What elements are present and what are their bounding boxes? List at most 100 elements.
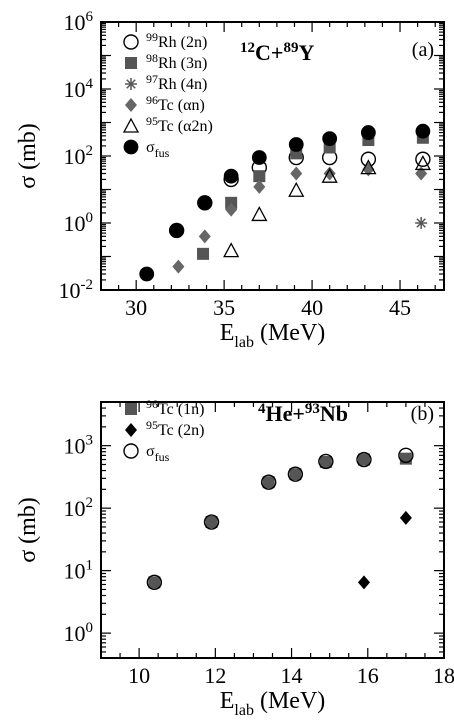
legend-label: 99Rh (2n)	[146, 30, 207, 51]
series-0	[148, 452, 412, 589]
legend-label: 97Rh (4n)	[146, 72, 207, 93]
data-point	[125, 57, 137, 69]
y-axis: 100 101 102 103	[64, 401, 444, 659]
data-point	[123, 34, 139, 50]
x-tick-label: 30	[125, 295, 147, 320]
data-point	[197, 195, 213, 211]
data-point	[251, 206, 268, 222]
series-1	[197, 131, 429, 260]
series-1	[357, 510, 412, 590]
legend: 96Tc (1n)95Tc (2n) σfus	[123, 397, 204, 464]
panel-label: (a)	[412, 39, 434, 61]
data-point	[251, 150, 267, 165]
data-point	[223, 168, 239, 184]
plot-frame	[100, 401, 445, 659]
data-point	[398, 447, 414, 464]
data-point	[169, 223, 185, 238]
legend-label: σfus	[146, 139, 170, 160]
panel-label: (b)	[411, 403, 434, 425]
data-point	[146, 574, 163, 591]
data-point	[260, 474, 277, 490]
y-tick-label: 102	[64, 495, 94, 521]
data-point	[357, 453, 370, 466]
legend-label: 96Tc (1n)	[146, 397, 204, 418]
data-point	[287, 466, 304, 482]
data-point	[288, 137, 304, 152]
data-point	[253, 170, 266, 183]
data-point	[225, 202, 238, 217]
data-point	[197, 247, 210, 260]
data-point	[223, 242, 240, 258]
y-tick-label: 100	[64, 210, 94, 236]
data-point	[360, 159, 377, 175]
data-point	[288, 181, 305, 197]
x-tick-label: 14	[281, 663, 303, 688]
y-tick-label: 106	[64, 9, 94, 35]
y-tick-label: 101	[64, 558, 94, 584]
x-tick-label: 45	[389, 295, 411, 320]
data-point	[414, 155, 431, 171]
y-axis: 10-2 100 102 104 106	[59, 9, 444, 303]
y-tick-label: 103	[64, 433, 94, 459]
legend-label: 98Rh (3n)	[146, 51, 207, 72]
x-axis: 30 35 40 45	[100, 22, 436, 320]
series-4	[223, 155, 431, 258]
data-point	[290, 166, 303, 181]
legend-label: 96Tc (αn)	[146, 93, 205, 114]
data-point	[123, 443, 139, 459]
y-tick-label: 10-2	[59, 277, 94, 303]
data-point	[399, 510, 412, 525]
data-point	[125, 98, 137, 112]
data-point	[125, 403, 137, 415]
x-tick-label: 16	[357, 663, 379, 688]
data-point	[319, 455, 332, 468]
series-2	[146, 447, 414, 591]
series-5	[139, 123, 431, 282]
legend-label: 95Tc (α2n)	[146, 114, 213, 135]
x-tick-label: 18	[433, 663, 454, 688]
legend: 99Rh (2n)98Rh (3n)97Rh (4n)96Tc (αn)95Tc…	[122, 30, 213, 160]
y-tick-label: 104	[64, 76, 94, 102]
series-3	[172, 162, 428, 274]
y-axis-label: σ (mb)	[15, 123, 41, 189]
x-axis-label: Elab (MeV)	[220, 688, 326, 719]
data-point	[262, 476, 275, 489]
y-tick-label: 100	[64, 620, 94, 646]
data-point	[122, 117, 140, 133]
series-0	[168, 149, 431, 239]
data-point	[123, 139, 139, 155]
data-point	[321, 167, 338, 183]
data-point	[203, 514, 220, 530]
x-tick-label: 10	[128, 663, 150, 688]
data-point	[318, 453, 334, 470]
chart-panel-b: 10 12 14 16 18 100 101 102 103 Elab (MeV) σ (mb) 96…	[15, 397, 454, 719]
data-point	[125, 423, 137, 437]
reaction-label: 12C+89Y	[240, 40, 314, 65]
data-point	[125, 78, 137, 90]
data-point	[289, 468, 302, 481]
data-point	[415, 123, 431, 139]
data-point	[322, 131, 338, 147]
asterisk-stroke	[126, 79, 136, 89]
y-tick-label: 102	[64, 143, 94, 169]
y-axis-label: σ (mb)	[15, 497, 41, 563]
data-point	[415, 217, 428, 229]
data-point	[172, 259, 185, 274]
x-tick-label: 12	[204, 663, 226, 688]
data-point	[198, 229, 211, 244]
data-point	[205, 516, 218, 529]
data-point	[139, 266, 155, 282]
data-point	[360, 125, 376, 140]
data-point	[415, 151, 431, 167]
x-tick-label: 40	[301, 295, 323, 320]
data-point	[323, 166, 336, 181]
legend-label: σfus	[146, 443, 170, 464]
x-axis: 10 12 14 16 18	[100, 402, 454, 688]
legend-label: 95Tc (2n)	[146, 418, 204, 439]
asterisk-stroke	[416, 218, 426, 228]
data-point	[148, 576, 161, 589]
data-point	[357, 575, 370, 590]
data-point	[356, 451, 372, 468]
x-axis-label: Elab (MeV)	[220, 320, 326, 351]
